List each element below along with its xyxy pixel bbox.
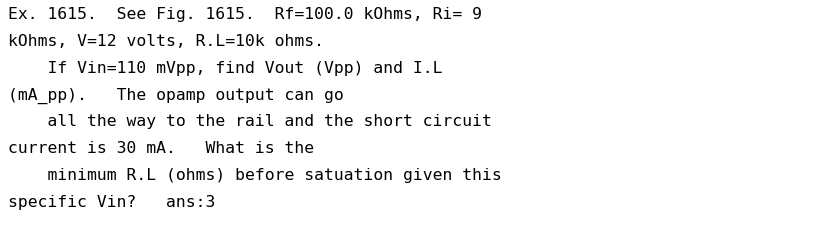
Text: Ex. 1615.  See Fig. 1615.  Rf=100.0 kOhms, Ri= 9: Ex. 1615. See Fig. 1615. Rf=100.0 kOhms,…	[8, 7, 481, 22]
Text: minimum R.L (ohms) before satuation given this: minimum R.L (ohms) before satuation give…	[8, 168, 501, 183]
Text: (mA_pp).   The opamp output can go: (mA_pp). The opamp output can go	[8, 87, 343, 103]
Text: kOhms, V=12 volts, R.L=10k ohms.: kOhms, V=12 volts, R.L=10k ohms.	[8, 34, 324, 49]
Text: If Vin=110 mVpp, find Vout (Vpp) and I.L: If Vin=110 mVpp, find Vout (Vpp) and I.L	[8, 60, 442, 75]
Text: specific Vin?   ans:3: specific Vin? ans:3	[8, 194, 215, 209]
Text: current is 30 mA.   What is the: current is 30 mA. What is the	[8, 141, 314, 156]
Text: all the way to the rail and the short circuit: all the way to the rail and the short ci…	[8, 114, 491, 129]
